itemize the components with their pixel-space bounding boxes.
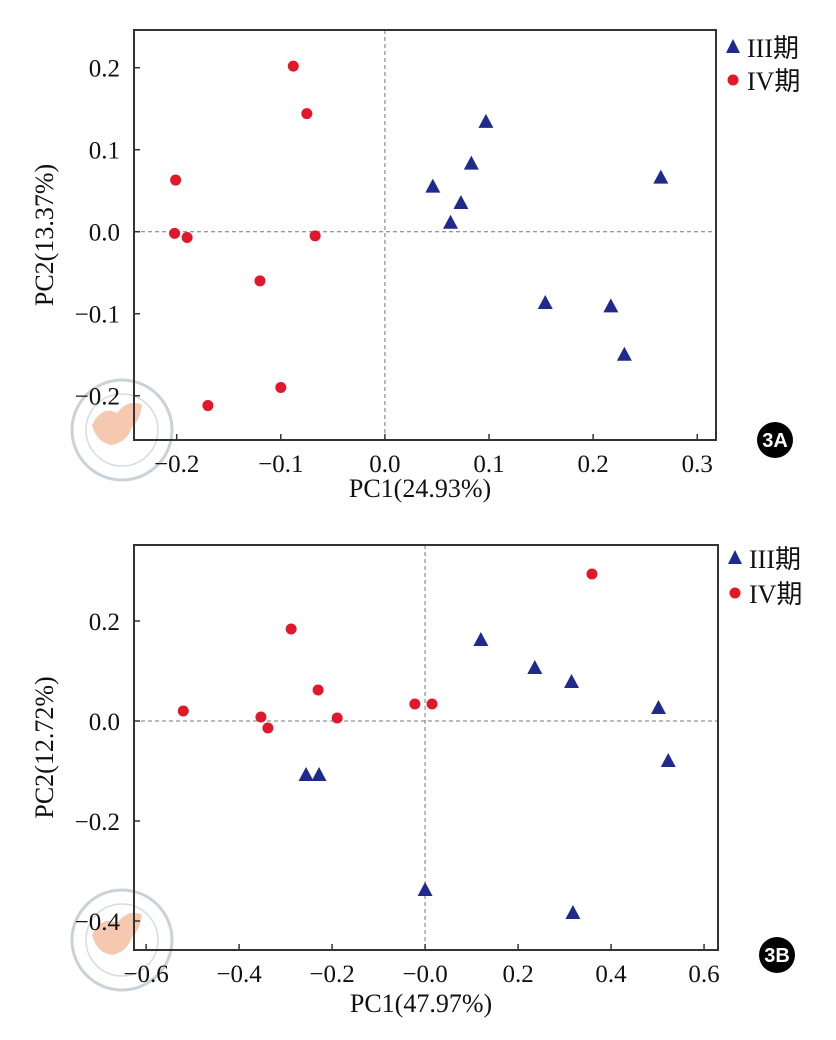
legend-circle-icon <box>729 587 741 599</box>
panel-badge-label: 3A <box>762 430 788 452</box>
y-tick-label: 0.2 <box>89 56 120 83</box>
data-point-stage3 <box>478 113 494 128</box>
legend-label: IV期 <box>749 580 802 609</box>
panel-badge-label: 3B <box>764 945 790 967</box>
data-point-stage3 <box>417 882 433 896</box>
x-axis-label: PC1(24.93%) <box>349 474 491 503</box>
data-point-stage3 <box>603 298 619 313</box>
legend-triangle-icon <box>728 550 742 564</box>
data-point-stage4 <box>275 382 287 394</box>
data-point-stage4 <box>285 623 297 635</box>
y-axis-label: PC2(12.72%) <box>30 676 59 818</box>
data-point-stage4 <box>262 722 274 734</box>
data-point-stage3 <box>660 753 676 767</box>
x-tick-label: 0.4 <box>595 961 627 988</box>
seal-ring <box>70 378 174 482</box>
x-tick-label: 0.3 <box>682 451 713 478</box>
panel-badge <box>759 937 795 973</box>
data-point-stage3 <box>311 767 327 781</box>
data-point-stage4 <box>202 400 214 412</box>
data-point-stage4 <box>170 174 182 186</box>
x-tick-label: −0.1 <box>258 451 303 478</box>
y-tick-label: 0.2 <box>89 609 120 636</box>
watermark-seal <box>70 378 174 482</box>
china-map-icon <box>92 912 142 955</box>
china-map-icon <box>92 402 142 445</box>
data-point-stage3 <box>650 700 666 714</box>
x-tick-label: −0.2 <box>154 451 199 478</box>
x-tick-label: 0.2 <box>502 961 533 988</box>
seal-inner-ring <box>85 393 159 467</box>
data-point-stage4 <box>301 108 313 120</box>
data-point-stage3 <box>565 905 581 919</box>
data-point-stage3 <box>616 346 632 361</box>
x-tick-label: 0.0 <box>369 451 400 478</box>
y-tick-label: −0.1 <box>75 302 120 329</box>
data-point-stage4 <box>254 275 266 287</box>
plot-frame <box>133 544 719 951</box>
y-axis-label: PC2(13.37%) <box>30 164 59 306</box>
y-tick-label: 0.0 <box>89 220 120 247</box>
data-point-stage3 <box>463 155 479 170</box>
legend-label: III期 <box>749 545 801 574</box>
y-tick-label: 0.1 <box>89 138 120 165</box>
data-point-stage3 <box>443 214 459 229</box>
data-point-stage3 <box>564 674 580 688</box>
data-point-stage4 <box>309 230 321 242</box>
x-tick-label: −0.2 <box>309 961 354 988</box>
data-point-stage4 <box>255 711 267 723</box>
data-point-stage3 <box>653 169 669 184</box>
data-point-stage4 <box>181 231 193 243</box>
y-tick-label: −0.4 <box>75 909 121 936</box>
watermark-seal <box>70 888 174 992</box>
x-tick-label: 0.1 <box>473 451 504 478</box>
seal-inner-ring <box>85 903 159 977</box>
y-tick-label: −0.2 <box>75 384 120 411</box>
data-point-stage4 <box>586 568 598 580</box>
x-tick-label: −0.0 <box>402 961 447 988</box>
x-tick-label: −0.4 <box>216 961 262 988</box>
data-point-stage4 <box>169 227 181 239</box>
data-point-stage3 <box>473 632 489 646</box>
seal-ring <box>70 888 174 992</box>
data-point-stage3 <box>453 195 469 210</box>
plot-frame <box>133 29 717 441</box>
x-tick-label: 0.2 <box>578 451 609 478</box>
data-point-stage4 <box>287 60 299 72</box>
chart-panel-3A: −0.2 −0.1 0.0 0.1 0.2 0.3 0.2 0.1 0.0 −0.1 −0.2 PC1… <box>30 29 800 503</box>
legend-circle-icon <box>727 74 739 86</box>
panel-badge <box>757 422 793 458</box>
data-point-stage3 <box>298 767 314 781</box>
legend-label: III期 <box>747 34 799 63</box>
x-tick-label: −0.6 <box>123 961 168 988</box>
data-point-stage3 <box>537 295 553 310</box>
data-point-stage3 <box>425 178 441 193</box>
data-point-stage4 <box>426 698 438 710</box>
data-point-stage4 <box>312 684 324 696</box>
data-point-stage3 <box>527 660 543 674</box>
chart-panel-3B: −0.6 −0.4 −0.2 −0.0 0.2 0.4 0.60.20.0−0.2−0.4P… <box>30 544 802 1018</box>
legend-label: IV期 <box>747 67 800 96</box>
data-point-stage4 <box>177 705 189 717</box>
data-point-stage4 <box>409 698 421 710</box>
x-axis-label: PC1(47.97%) <box>350 989 492 1018</box>
y-tick-label: 0.0 <box>89 709 120 736</box>
legend-triangle-icon <box>726 39 740 53</box>
data-point-stage4 <box>331 712 343 724</box>
y-tick-label: −0.2 <box>75 809 120 836</box>
x-tick-label: 0.6 <box>688 961 719 988</box>
